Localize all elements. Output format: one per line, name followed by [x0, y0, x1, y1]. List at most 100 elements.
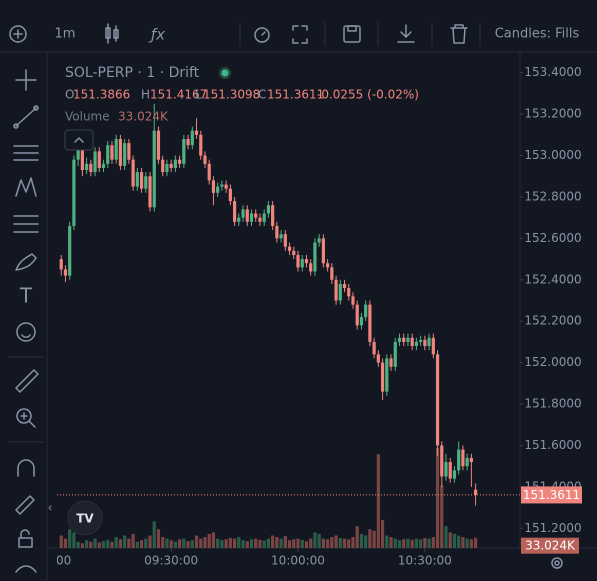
y-tick-label: 152.6000 — [524, 231, 581, 245]
candle-body — [271, 205, 275, 226]
volume-bar — [444, 526, 448, 548]
lines-tool[interactable] — [13, 145, 39, 161]
text-tool[interactable]: T — [19, 284, 33, 308]
volume-bar — [203, 537, 207, 548]
candle-body — [232, 201, 237, 222]
candle-body — [313, 242, 317, 272]
visibility-tool[interactable] — [15, 565, 37, 573]
crosshair-tool[interactable] — [15, 69, 37, 91]
volume-bar — [342, 538, 347, 548]
magnet-tool[interactable] — [17, 459, 35, 477]
save-icon[interactable] — [343, 25, 361, 43]
emoji-tool[interactable] — [16, 322, 36, 342]
candle-body — [380, 362, 385, 392]
candle-body — [347, 288, 351, 297]
candle-body — [326, 263, 330, 268]
candle-body — [63, 269, 68, 276]
candle-type-icon[interactable] — [105, 23, 119, 44]
top-toolbar: 1m ƒx Candles: Fills — [0, 22, 597, 53]
y-tick-label: 152.4000 — [524, 272, 581, 286]
candle-body — [448, 462, 452, 479]
open-value: 151.3866 — [73, 88, 130, 102]
candle-body — [304, 259, 309, 264]
volume-bar — [461, 537, 465, 548]
brush-tool[interactable] — [15, 253, 37, 271]
volume-bar — [435, 448, 440, 548]
ruler-tool[interactable] — [15, 369, 39, 393]
candle-body — [359, 317, 364, 326]
download-icon[interactable] — [397, 24, 415, 43]
candle-body — [465, 457, 469, 467]
y-tick-label: 153.0000 — [524, 148, 581, 162]
candle-body — [199, 134, 203, 156]
lock-draw-tool[interactable] — [15, 495, 35, 515]
candle-body — [76, 145, 80, 160]
candle-body — [194, 130, 199, 135]
candle-body — [110, 145, 114, 160]
zoom-tool[interactable] — [16, 408, 36, 428]
volume-bar — [338, 538, 342, 548]
volume-bar — [224, 539, 228, 548]
logo-mark: TV — [76, 512, 94, 526]
interval-button[interactable]: 1m — [55, 27, 76, 42]
collapse-legend-button[interactable] — [64, 129, 94, 151]
pattern-tool[interactable] — [15, 177, 37, 197]
y-tick-label: 151.2000 — [524, 521, 581, 535]
volume-bar — [194, 535, 199, 548]
indicators-icon[interactable]: ƒx — [148, 26, 165, 44]
candle-body — [220, 184, 224, 187]
settings-icon[interactable] — [551, 557, 563, 569]
change-value: -0.0255 (-0.02%) — [317, 88, 419, 102]
candle-body — [101, 163, 106, 168]
volume-bar — [123, 535, 127, 548]
candle-body — [431, 337, 435, 355]
fullscreen-icon[interactable] — [292, 25, 308, 44]
volume-badge — [521, 537, 579, 554]
candle-body — [97, 151, 101, 168]
volume-bar — [448, 532, 452, 548]
high-prefix: H — [141, 88, 150, 102]
candle-body — [457, 449, 461, 471]
volume-bar — [211, 532, 216, 548]
volume-badge-label: 33.024K — [525, 539, 576, 553]
candle-body — [393, 341, 397, 367]
candle-body — [228, 188, 232, 202]
chart-mode-button[interactable]: Candles: Fills — [495, 27, 580, 42]
volume-bar — [178, 539, 182, 548]
symbol-title: SOL-PERP · 1 · Drift — [65, 65, 200, 81]
candle-body — [211, 180, 216, 193]
volume-bar — [144, 538, 148, 548]
candle-body — [342, 283, 347, 289]
candle-body — [106, 145, 110, 164]
add-icon[interactable] — [9, 25, 27, 43]
volume-bar — [410, 539, 414, 548]
candle-body — [262, 213, 266, 222]
candle-body — [173, 159, 177, 168]
candle-body — [127, 143, 131, 160]
volume-bar — [190, 540, 194, 548]
volume-bar — [139, 540, 144, 548]
alert-icon[interactable] — [254, 27, 270, 43]
volume-bar — [254, 538, 258, 548]
candle-body — [80, 145, 84, 171]
candle-body — [334, 279, 338, 301]
open-prefix: O — [65, 88, 74, 102]
fib-tool[interactable] — [13, 215, 39, 233]
volume-bar — [326, 539, 330, 548]
lock-tool[interactable] — [18, 529, 33, 548]
close-prefix: C — [258, 88, 266, 102]
volume-bar — [423, 538, 427, 548]
candle-body — [414, 341, 419, 347]
close-value: 151.3611 — [267, 88, 324, 102]
volume-bar — [474, 537, 478, 548]
plot-area — [57, 103, 520, 548]
volume-bar — [241, 540, 245, 548]
candle-body — [131, 159, 135, 187]
volume-bar — [266, 538, 271, 548]
trendline-tool[interactable] — [13, 105, 39, 129]
volume-bar — [406, 538, 410, 548]
delete-icon[interactable] — [450, 24, 468, 44]
y-tick-label: 152.2000 — [524, 314, 581, 328]
collapse-toggle[interactable]: ‹ — [48, 501, 53, 515]
